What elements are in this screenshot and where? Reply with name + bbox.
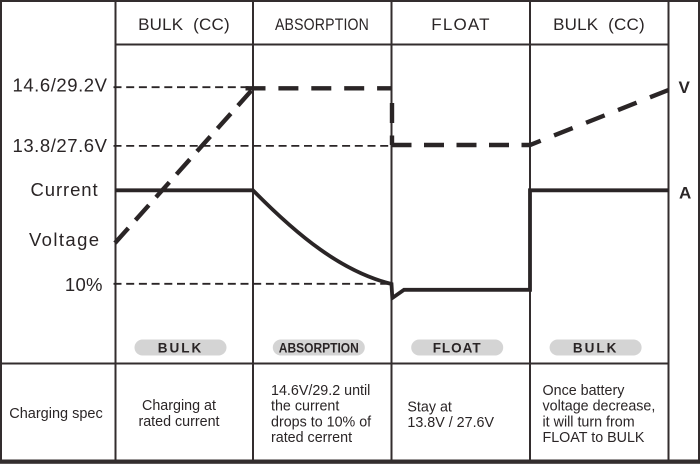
- svg-text:voltage decrease,: voltage decrease,: [543, 399, 656, 415]
- svg-text:13.8V / 27.6V: 13.8V / 27.6V: [407, 415, 494, 431]
- svg-text:Voltage: Voltage: [29, 229, 101, 250]
- svg-text:14.6/29.2V: 14.6/29.2V: [13, 75, 108, 96]
- svg-text:Current: Current: [31, 179, 99, 200]
- svg-text:FLOAT: FLOAT: [433, 341, 482, 356]
- svg-text:rated current: rated current: [138, 414, 219, 430]
- svg-text:14.6V/29.2 until: 14.6V/29.2 until: [271, 383, 370, 399]
- svg-text:A: A: [679, 184, 691, 203]
- svg-text:13.8/27.6V: 13.8/27.6V: [13, 135, 108, 156]
- svg-text:rated cerrent: rated cerrent: [271, 430, 352, 446]
- svg-text:it will turn from: it will turn from: [543, 414, 635, 430]
- svg-text:Once battery: Once battery: [543, 383, 626, 399]
- svg-text:BULK (CC): BULK (CC): [553, 15, 645, 34]
- svg-text:ABSORPTION: ABSORPTION: [275, 15, 369, 34]
- svg-text:BULK (CC): BULK (CC): [138, 15, 230, 34]
- svg-text:Stay at: Stay at: [407, 399, 452, 415]
- svg-text:10%: 10%: [65, 274, 103, 295]
- svg-text:Charging at: Charging at: [142, 398, 216, 414]
- svg-text:Charging spec: Charging spec: [9, 406, 103, 422]
- svg-text:FLOAT: FLOAT: [431, 15, 491, 34]
- svg-text:BULK: BULK: [573, 341, 619, 356]
- svg-text:V: V: [679, 78, 691, 97]
- svg-text:BULK: BULK: [158, 341, 204, 356]
- svg-text:the current: the current: [271, 399, 339, 415]
- svg-text:ABSORPTION: ABSORPTION: [279, 341, 359, 356]
- svg-text:FLOAT to BULK: FLOAT to BULK: [543, 430, 645, 446]
- svg-text:drops to 10% of: drops to 10% of: [271, 414, 371, 430]
